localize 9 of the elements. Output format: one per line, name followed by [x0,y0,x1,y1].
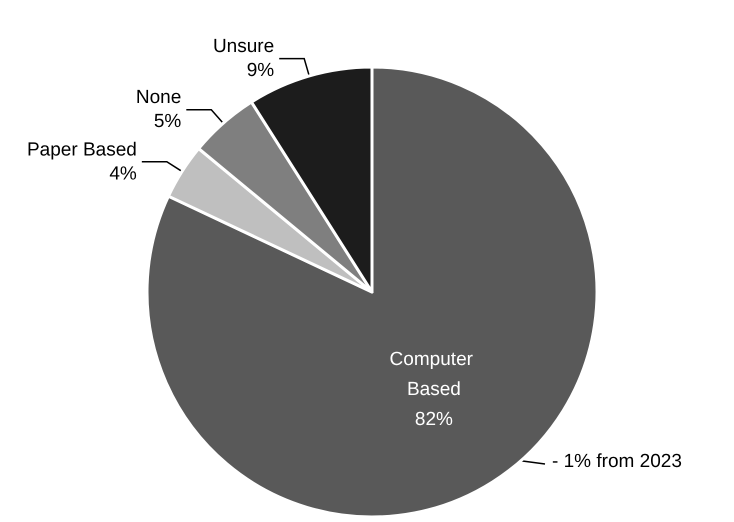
slice-label: Computer Based [390,349,478,400]
data-label: 4% [109,163,137,184]
slice-label: Paper Based [26,139,137,160]
slice-label: None [136,87,182,108]
text: - 1% from 2023 [552,451,682,472]
data-label: 82% [414,409,454,430]
slice-label: Unsure [212,36,274,58]
data-label: 5% [154,111,182,132]
data-label: 9% [246,60,274,82]
